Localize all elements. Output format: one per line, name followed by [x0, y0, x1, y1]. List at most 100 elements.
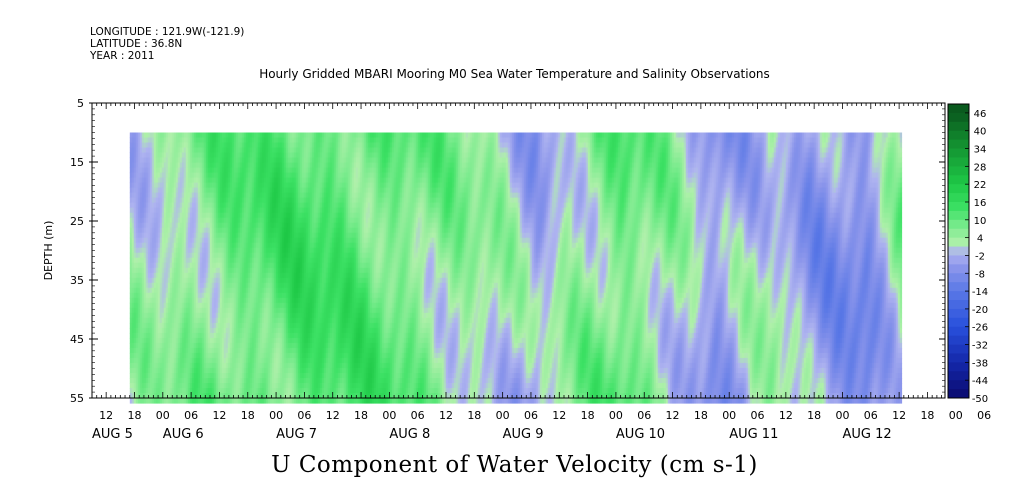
heatmap-cell	[193, 167, 197, 174]
heatmap-cell	[297, 152, 301, 159]
heatmap-cell	[151, 147, 155, 154]
heatmap-cell	[191, 232, 195, 239]
heatmap-cell	[235, 197, 239, 204]
heatmap-cell	[297, 262, 301, 269]
heatmap-cell	[149, 393, 153, 399]
heatmap-cell	[297, 147, 301, 154]
heatmap-cell	[263, 262, 267, 269]
heatmap-cell	[213, 257, 217, 264]
heatmap-cell	[131, 142, 135, 149]
heatmap-cell	[255, 157, 259, 164]
heatmap-cell	[219, 217, 223, 224]
heatmap-cell	[213, 217, 217, 224]
heatmap-cell	[211, 378, 215, 384]
heatmap-cell	[191, 252, 195, 259]
heatmap-cell	[201, 252, 205, 259]
heatmap-cell	[193, 297, 197, 304]
heatmap-cell	[217, 207, 221, 214]
heatmap-cell	[155, 232, 159, 239]
heatmap-cell	[167, 297, 171, 304]
heatmap-cell	[211, 252, 215, 259]
heatmap-cell	[287, 197, 291, 204]
heatmap-cell	[301, 307, 305, 314]
heatmap-cell	[233, 162, 237, 169]
heatmap-cell	[205, 172, 209, 179]
heatmap-cell	[289, 167, 293, 174]
heatmap-cell	[185, 162, 189, 169]
heatmap-cell	[233, 257, 237, 264]
heatmap-cell	[167, 367, 171, 374]
heatmap-cell	[155, 347, 159, 354]
heatmap-cell	[185, 242, 189, 249]
heatmap-cell	[255, 307, 259, 314]
heatmap-cell	[181, 347, 185, 354]
heatmap-cell	[273, 352, 277, 359]
heatmap-cell	[311, 242, 315, 249]
heatmap-cell	[139, 297, 143, 304]
heatmap-cell	[283, 222, 287, 229]
heatmap-cell	[163, 302, 167, 309]
heatmap-cell	[165, 132, 169, 139]
heatmap-cell	[155, 342, 159, 349]
heatmap-cell	[213, 227, 217, 234]
heatmap-cell	[169, 393, 173, 399]
heatmap-cell	[291, 342, 295, 349]
heatmap-cell	[215, 332, 219, 339]
heatmap-cell	[161, 383, 165, 389]
heatmap-cell	[269, 167, 273, 174]
heatmap-cell	[151, 237, 155, 244]
heatmap-cell	[271, 212, 275, 219]
heatmap-cell	[149, 212, 153, 219]
heatmap-cell	[239, 262, 243, 269]
heatmap-cell	[135, 378, 139, 384]
heatmap-cell	[195, 257, 199, 264]
heatmap-cell	[241, 237, 245, 244]
heatmap-cell	[281, 317, 285, 324]
heatmap-cell	[207, 192, 211, 199]
heatmap-cell	[273, 393, 277, 399]
heatmap-cell	[177, 267, 181, 274]
heatmap-cell	[171, 252, 175, 259]
heatmap-cell	[161, 267, 165, 274]
heatmap-cell	[161, 187, 165, 194]
heatmap-cell	[301, 317, 305, 324]
heatmap-cell	[173, 388, 177, 394]
heatmap-cell	[259, 217, 263, 224]
heatmap-cell	[261, 262, 265, 269]
heatmap-cell	[249, 152, 253, 159]
heatmap-cell	[167, 167, 171, 174]
heatmap-cell	[241, 162, 245, 169]
heatmap-cell	[213, 162, 217, 169]
heatmap-cell	[295, 252, 299, 259]
heatmap-cell	[167, 282, 171, 289]
heatmap-cell	[267, 237, 271, 244]
heatmap-cell	[289, 322, 293, 329]
heatmap-cell	[143, 378, 147, 384]
heatmap-cell	[211, 222, 215, 229]
heatmap-cell	[147, 337, 151, 344]
heatmap-cell	[147, 137, 151, 144]
heatmap-cell	[265, 317, 269, 324]
heatmap-cell	[277, 232, 281, 239]
heatmap-cell	[161, 147, 165, 154]
heatmap-cell	[215, 272, 219, 279]
heatmap-cell	[189, 142, 193, 149]
heatmap-cell	[133, 217, 137, 224]
heatmap-cell	[299, 367, 303, 374]
heatmap-cell	[137, 287, 141, 294]
heatmap-cell	[209, 367, 213, 374]
heatmap-cell	[299, 192, 303, 199]
heatmap-cell	[177, 157, 181, 164]
heatmap-cell	[279, 272, 283, 279]
heatmap-cell	[229, 352, 233, 359]
heatmap-cell	[245, 357, 249, 364]
heatmap-cell	[159, 292, 163, 299]
heatmap-cell	[203, 272, 207, 279]
heatmap-cell	[275, 147, 279, 154]
heatmap-cell	[209, 342, 213, 349]
heatmap-cell	[245, 152, 249, 159]
heatmap-cell	[241, 302, 245, 309]
heatmap-cell	[247, 267, 251, 274]
heatmap-cell	[185, 227, 189, 234]
heatmap-cell	[151, 242, 155, 249]
